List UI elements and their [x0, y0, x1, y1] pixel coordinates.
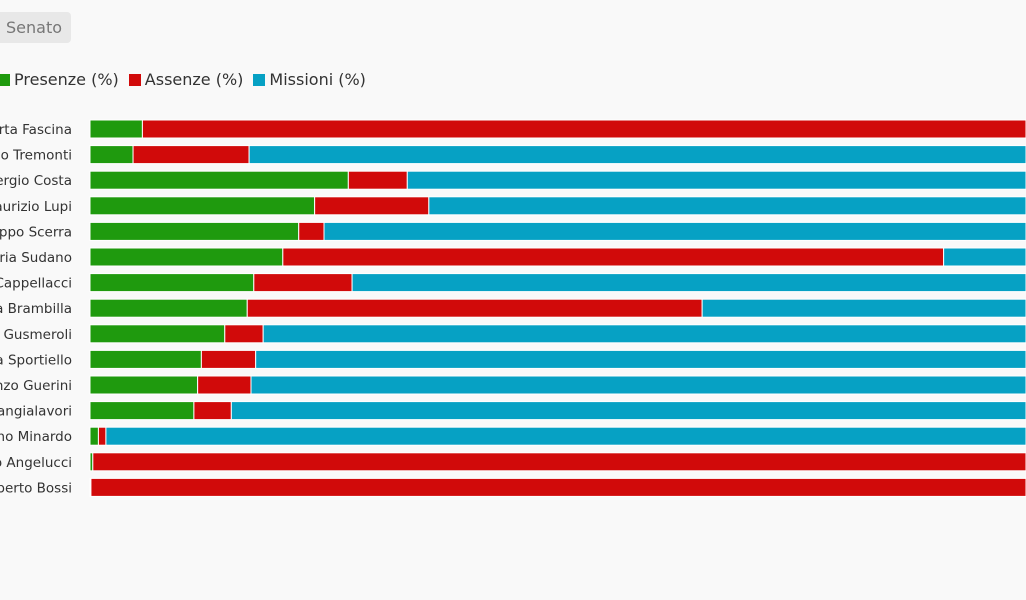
bar-segment-presenze[interactable]	[89, 221, 300, 241]
bar-segment-assenze[interactable]	[193, 401, 232, 421]
bar-segment-missioni[interactable]	[323, 221, 1026, 241]
bar-segment-missioni[interactable]	[406, 170, 1026, 190]
chart-legend: Presenze (%) Assenze (%) Missioni (%)	[0, 70, 376, 89]
bar-segment-missioni[interactable]	[701, 298, 1026, 318]
bar-segment-assenze[interactable]	[197, 375, 252, 395]
bar-segment-presenze[interactable]	[89, 247, 284, 267]
bar-segment-presenze[interactable]	[89, 401, 195, 421]
legend-item-assenze[interactable]: Assenze (%)	[128, 70, 244, 89]
legend-item-missioni[interactable]: Missioni (%)	[253, 70, 366, 89]
y-tick-label: a Brambilla	[0, 301, 72, 317]
bar-segment-assenze[interactable]	[90, 477, 1026, 497]
bar-row-o-angelucci: o Angelucci	[0, 452, 1026, 472]
bar-row-io-tremonti: io Tremonti	[0, 145, 1026, 165]
y-tick-label: nzo Guerini	[0, 378, 72, 394]
bar-segment-presenze[interactable]	[89, 170, 349, 190]
bar-row-cappellacci: Cappellacci	[0, 273, 1026, 293]
y-tick-label: berto Bossi	[0, 480, 72, 496]
y-tick-label: io Tremonti	[0, 148, 72, 164]
legend-swatch-missioni	[253, 73, 266, 86]
legend-label-presenze: Presenze (%)	[14, 70, 119, 89]
bar-segment-assenze[interactable]	[132, 145, 250, 165]
bar-row-no-minardo: no Minardo	[0, 426, 1026, 446]
bar-segment-presenze[interactable]	[89, 196, 316, 216]
y-tick-label: Cappellacci	[0, 276, 72, 292]
y-tick-label: eria Sudano	[0, 250, 72, 266]
bar-row-berto-bossi: berto Bossi	[0, 477, 1026, 497]
bar-segment-presenze[interactable]	[89, 375, 199, 395]
y-tick-label: o Angelucci	[0, 455, 72, 471]
bar-segment-assenze[interactable]	[347, 170, 408, 190]
bar-row-rta-fascina: rta Fascina	[0, 119, 1026, 139]
y-tick-label: no Minardo	[0, 429, 72, 445]
bar-segment-presenze[interactable]	[89, 349, 202, 369]
y-tick-label: ippo Scerra	[0, 224, 72, 240]
bar-row-o-gusmeroli: o Gusmeroli	[0, 324, 1026, 344]
bar-segment-assenze[interactable]	[224, 324, 264, 344]
legend-swatch-presenze	[0, 73, 10, 86]
bar-segment-presenze[interactable]	[89, 119, 143, 139]
y-tick-label: a Sportiello	[0, 352, 72, 368]
bar-segment-missioni[interactable]	[250, 375, 1026, 395]
bar-segment-missioni[interactable]	[428, 196, 1026, 216]
bar-segment-missioni[interactable]	[351, 273, 1026, 293]
bar-row-a-brambilla: a Brambilla	[0, 298, 1026, 318]
bar-segment-assenze[interactable]	[282, 247, 945, 267]
bar-segment-missioni[interactable]	[105, 426, 1026, 446]
bar-row-angialavori: angialavori	[0, 401, 1026, 421]
bar-row-aurizio-lupi: aurizio Lupi	[0, 196, 1026, 216]
bar-segment-presenze[interactable]	[89, 145, 134, 165]
bar-row-eria-sudano: eria Sudano	[0, 247, 1026, 267]
bar-row-ippo-scerra: ippo Scerra	[0, 221, 1026, 241]
chamber-tab-senato[interactable]: Senato	[0, 12, 72, 43]
bar-segment-missioni[interactable]	[262, 324, 1026, 344]
bar-segment-presenze[interactable]	[89, 273, 255, 293]
bar-segment-assenze[interactable]	[200, 349, 257, 369]
bar-segment-assenze[interactable]	[97, 426, 107, 446]
legend-label-assenze: Assenze (%)	[144, 70, 244, 89]
bar-row-ergio-costa: ergio Costa	[0, 170, 1026, 190]
legend-item-presenze[interactable]: Presenze (%)	[0, 70, 119, 89]
bar-segment-assenze[interactable]	[141, 119, 1026, 139]
bar-segment-assenze[interactable]	[314, 196, 430, 216]
bar-segment-presenze[interactable]	[89, 324, 226, 344]
bar-segment-assenze[interactable]	[92, 452, 1026, 472]
bar-segment-presenze[interactable]	[89, 426, 99, 446]
y-tick-label: ergio Costa	[0, 173, 72, 189]
bar-segment-presenze[interactable]	[89, 298, 248, 318]
bar-row-nzo-guerini: nzo Guerini	[0, 375, 1026, 395]
bar-segment-assenze[interactable]	[298, 221, 325, 241]
bar-segment-assenze[interactable]	[246, 298, 703, 318]
bar-segment-missioni[interactable]	[248, 145, 1026, 165]
bar-segment-assenze[interactable]	[253, 273, 353, 293]
bar-row-a-sportiello: a Sportiello	[0, 349, 1026, 369]
legend-swatch-assenze	[128, 73, 141, 86]
bar-segment-missioni[interactable]	[943, 247, 1026, 267]
y-tick-label: angialavori	[0, 404, 72, 420]
y-tick-label: rta Fascina	[0, 122, 72, 138]
bar-segment-missioni[interactable]	[255, 349, 1026, 369]
y-tick-label: o Gusmeroli	[0, 327, 72, 343]
legend-label-missioni: Missioni (%)	[269, 70, 366, 89]
bar-segment-missioni[interactable]	[230, 401, 1026, 421]
y-tick-label: aurizio Lupi	[0, 199, 72, 215]
